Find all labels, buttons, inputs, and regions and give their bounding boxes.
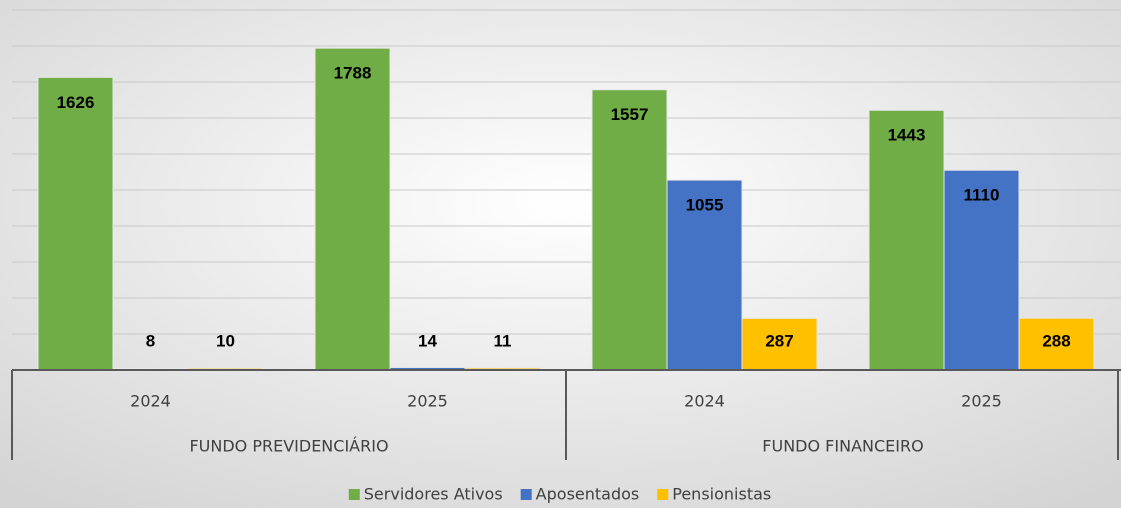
group-label: FUNDO FINANCEIRO [762, 437, 923, 456]
data-label: 1443 [888, 126, 926, 145]
bar [943, 169, 1020, 371]
bar [591, 89, 668, 371]
group-label: FUNDO PREVIDENCIÁRIO [189, 437, 388, 456]
legend-swatch [657, 489, 669, 500]
bar [666, 179, 743, 371]
legend: Servidores Ativos Aposentados Pensionistas [348, 485, 771, 504]
data-label: 8 [146, 331, 155, 350]
x-tick-label: 2024 [130, 392, 171, 411]
legend-swatch [520, 489, 532, 500]
legend-swatch [348, 489, 360, 500]
legend-label: Aposentados [536, 485, 640, 504]
bar [741, 317, 818, 371]
x-tick-label: 2024 [684, 392, 725, 411]
data-label: 11 [494, 331, 512, 350]
bar [314, 47, 391, 371]
data-label: 1055 [686, 196, 724, 215]
legend-label: Servidores Ativos [364, 485, 503, 504]
x-tick-label: 2025 [961, 392, 1002, 411]
data-label: 287 [765, 331, 793, 350]
data-label: 1788 [334, 64, 372, 83]
data-label: 288 [1042, 331, 1070, 350]
data-label: 1110 [964, 186, 1000, 205]
legend-label: Pensionistas [672, 485, 771, 504]
data-label: 1557 [611, 105, 649, 124]
data-label: 10 [216, 331, 235, 350]
data-label: 1626 [57, 93, 95, 112]
x-tick-label: 2025 [407, 392, 448, 411]
bar [37, 76, 114, 371]
data-label: 14 [418, 331, 437, 350]
bar [868, 109, 945, 371]
